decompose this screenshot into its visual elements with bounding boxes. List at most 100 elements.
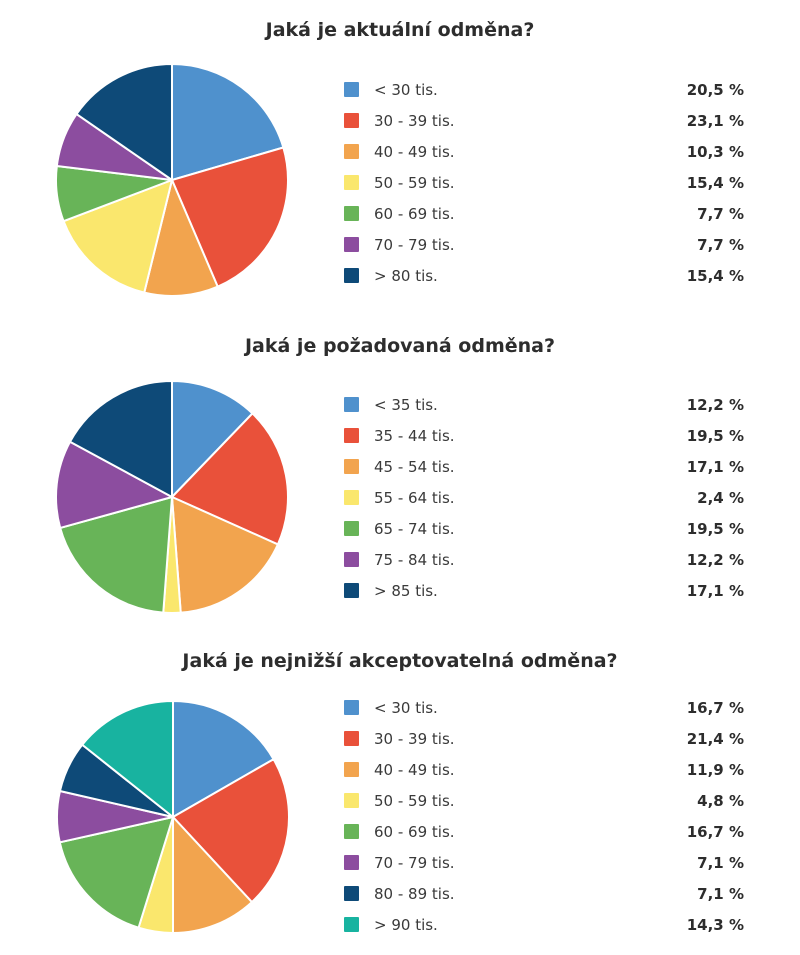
legend-lowest-acceptable-salary: < 30 tis. 16,7 % 30 - 39 tis. 21,4 % 40 - 49… (344, 692, 744, 940)
legend-value: 23,1 % (686, 111, 744, 130)
legend-value: 12,2 % (686, 395, 744, 414)
legend-label: 40 - 49 tis. (374, 760, 455, 779)
legend-row: < 35 tis. 12,2 % (344, 389, 744, 420)
legend-row: 50 - 59 tis. 4,8 % (344, 785, 744, 816)
legend-label: 30 - 39 tis. (374, 729, 455, 748)
legend-swatch-icon (344, 144, 359, 159)
pie-slice (143, 179, 219, 297)
legend-row: 60 - 69 tis. 7,7 % (344, 198, 744, 229)
legend-row: 65 - 74 tis. 19,5 % (344, 513, 744, 544)
chart-section-current-salary: Jaká je aktuální odměna? < 30 tis. 20,5 %… (0, 0, 800, 315)
legend-swatch-icon (344, 175, 359, 190)
legend-swatch-icon (344, 113, 359, 128)
legend-label: 60 - 69 tis. (374, 204, 455, 223)
legend-row: 80 - 89 tis. 7,1 % (344, 878, 744, 909)
legend-value: 19,5 % (686, 426, 744, 445)
pie-slice (69, 380, 173, 498)
legend-row: > 90 tis. 14,3 % (344, 909, 744, 940)
legend-value: 15,4 % (686, 173, 744, 192)
legend-swatch-icon (344, 886, 359, 901)
legend-value: 17,1 % (686, 581, 744, 600)
legend-value: 7,7 % (697, 235, 744, 254)
legend-label: 65 - 74 tis. (374, 519, 455, 538)
legend-row: < 30 tis. 20,5 % (344, 74, 744, 105)
legend-row: < 30 tis. 16,7 % (344, 692, 744, 723)
legend-row: 40 - 49 tis. 11,9 % (344, 754, 744, 785)
legend-value: 7,1 % (697, 884, 744, 903)
legend-desired-salary: < 35 tis. 12,2 % 35 - 44 tis. 19,5 % 45 - 54… (344, 389, 744, 606)
legend-swatch-icon (344, 824, 359, 839)
legend-swatch-icon (344, 237, 359, 252)
legend-value: 20,5 % (686, 80, 744, 99)
legend-row: 50 - 59 tis. 15,4 % (344, 167, 744, 198)
chart-title-lowest-acceptable-salary: Jaká je nejnižší akceptovatelná odměna? (182, 650, 618, 672)
legend-swatch-icon (344, 700, 359, 715)
legend-value: 11,9 % (686, 760, 744, 779)
legend-label: 70 - 79 tis. (374, 235, 455, 254)
legend-swatch-icon (344, 490, 359, 505)
legend-value: 2,4 % (697, 488, 744, 507)
pie-slice (172, 758, 290, 904)
chart-title-desired-salary: Jaká je požadovaná odměna? (244, 335, 556, 357)
legend-row: > 80 tis. 15,4 % (344, 260, 744, 291)
legend-label: 55 - 64 tis. (374, 488, 455, 507)
legend-value: 7,1 % (697, 853, 744, 872)
legend-swatch-icon (344, 459, 359, 474)
legend-value: 15,4 % (686, 266, 744, 285)
pie-slice (58, 816, 174, 929)
legend-row: 30 - 39 tis. 21,4 % (344, 723, 744, 754)
legend-swatch-icon (344, 428, 359, 443)
pie-slice (55, 440, 173, 529)
legend-value: 19,5 % (686, 519, 744, 538)
legend-row: 70 - 79 tis. 7,7 % (344, 229, 744, 260)
legend-row: 75 - 84 tis. 12,2 % (344, 544, 744, 575)
legend-row: 45 - 54 tis. 17,1 % (344, 451, 744, 482)
legend-label: > 90 tis. (374, 915, 438, 934)
pie-slice (59, 496, 173, 614)
legend-row: 40 - 49 tis. 10,3 % (344, 136, 744, 167)
legend-label: 80 - 89 tis. (374, 884, 455, 903)
legend-label: 75 - 84 tis. (374, 550, 455, 569)
legend-label: < 30 tis. (374, 698, 438, 717)
pie-slice (171, 63, 285, 181)
legend-label: 30 - 39 tis. (374, 111, 455, 130)
legend-swatch-icon (344, 397, 359, 412)
pie-slice (172, 816, 253, 934)
legend-label: 50 - 59 tis. (374, 173, 455, 192)
pie-slice (75, 63, 173, 181)
legend-label: 35 - 44 tis. (374, 426, 455, 445)
chart-section-lowest-acceptable-salary: Jaká je nejnižší akceptovatelná odměna? … (0, 630, 800, 955)
pie-chart-lowest-acceptable-salary (55, 700, 290, 934)
pie-slice (171, 496, 279, 614)
legend-value: 7,7 % (697, 204, 744, 223)
legend-swatch-icon (344, 917, 359, 932)
legend-value: 21,4 % (686, 729, 744, 748)
pie-svg (55, 63, 289, 297)
chart-section-desired-salary: Jaká je požadovaná odměna? < 35 tis. 12,2… (0, 315, 800, 630)
legend-label: < 30 tis. (374, 80, 438, 99)
pie-chart-desired-salary (55, 380, 289, 614)
legend-value: 17,1 % (686, 457, 744, 476)
legend-value: 4,8 % (697, 791, 744, 810)
legend-label: > 80 tis. (374, 266, 438, 285)
legend-label: 60 - 69 tis. (374, 822, 455, 841)
legend-swatch-icon (344, 731, 359, 746)
legend-swatch-icon (344, 552, 359, 567)
pie-chart-current-salary (55, 63, 289, 297)
legend-label: < 35 tis. (374, 395, 438, 414)
legend-current-salary: < 30 tis. 20,5 % 30 - 39 tis. 23,1 % 40 - 49… (344, 74, 744, 291)
chart-title-current-salary: Jaká je aktuální odměna? (265, 19, 535, 41)
legend-label: 50 - 59 tis. (374, 791, 455, 810)
legend-value: 16,7 % (686, 698, 744, 717)
legend-swatch-icon (344, 521, 359, 536)
legend-swatch-icon (344, 855, 359, 870)
legend-swatch-icon (344, 583, 359, 598)
legend-value: 12,2 % (686, 550, 744, 569)
pie-slice (62, 179, 173, 294)
legend-row: 60 - 69 tis. 16,7 % (344, 816, 744, 847)
pie-svg (55, 380, 289, 614)
legend-swatch-icon (344, 268, 359, 283)
legend-value: 10,3 % (686, 142, 744, 161)
pie-svg (55, 700, 290, 934)
